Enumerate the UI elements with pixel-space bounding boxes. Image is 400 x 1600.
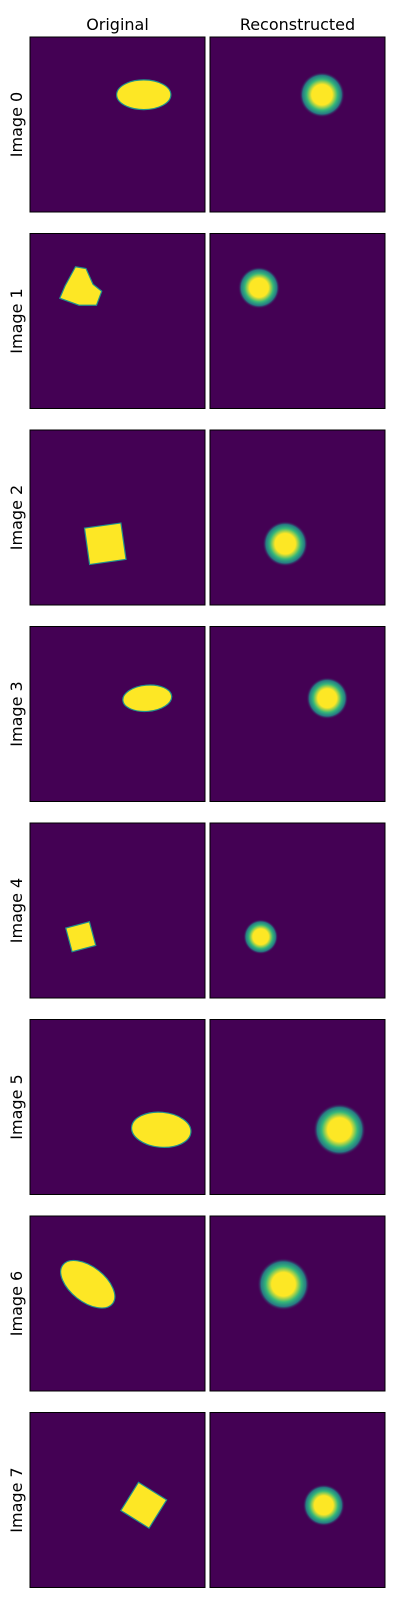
reconstructed-panel bbox=[209, 429, 386, 606]
reconstructed-panel bbox=[209, 233, 386, 409]
row-label: Image 6 bbox=[7, 1271, 26, 1336]
original-shape-ellipse bbox=[116, 79, 172, 111]
original-panel bbox=[29, 1412, 206, 1588]
reconstructed-blob bbox=[257, 1258, 310, 1311]
panel-row: Image 5 bbox=[7, 1019, 386, 1195]
row-label: Image 5 bbox=[7, 1074, 26, 1139]
reconstructed-blob bbox=[243, 919, 279, 955]
reconstructed-blob bbox=[306, 677, 349, 720]
original-panel bbox=[29, 1019, 206, 1195]
reconstructed-panel bbox=[209, 36, 386, 213]
original-shape-polygon bbox=[58, 266, 103, 306]
reconstructed-blob bbox=[302, 1484, 345, 1527]
reconstructed-blob bbox=[238, 266, 280, 309]
original-shape-ellipse bbox=[60, 1259, 116, 1309]
reconstructed-panel bbox=[209, 822, 386, 999]
reconstructed-blob bbox=[313, 1103, 366, 1156]
row-label: Image 7 bbox=[7, 1467, 26, 1532]
panel-row: Image 0 bbox=[7, 36, 386, 213]
original-shape-ellipse bbox=[130, 1111, 192, 1148]
reconstructed-panel bbox=[209, 626, 386, 802]
row-label: Image 3 bbox=[7, 681, 26, 746]
row-label: Image 0 bbox=[7, 92, 26, 157]
reconstructed-blob bbox=[262, 521, 308, 567]
reconstructed-panel bbox=[209, 1019, 386, 1195]
original-panel bbox=[29, 429, 206, 606]
original-shape-square bbox=[83, 522, 127, 566]
panel-row: Image 4 bbox=[7, 822, 386, 999]
panel-row: Image 7 bbox=[7, 1412, 386, 1588]
original-shape-ellipse bbox=[122, 684, 173, 713]
reconstructed-panel bbox=[209, 1412, 386, 1588]
panel-row: Image 2 bbox=[7, 429, 386, 606]
column-title-reconstructed: Reconstructed bbox=[240, 15, 355, 34]
reconstructed-blob bbox=[299, 72, 345, 118]
original-panel bbox=[29, 1215, 206, 1392]
original-panel bbox=[29, 36, 206, 213]
panel-row: Image 3 bbox=[7, 626, 386, 802]
original-shape-square bbox=[120, 1481, 168, 1529]
panel-row: Image 6 bbox=[7, 1215, 386, 1392]
original-shape-square bbox=[65, 921, 97, 953]
original-panel bbox=[29, 233, 206, 409]
original-panel bbox=[29, 626, 206, 802]
row-label: Image 2 bbox=[7, 485, 26, 550]
original-panel bbox=[29, 822, 206, 999]
panel-row: Image 1 bbox=[7, 233, 386, 409]
row-label: Image 1 bbox=[7, 288, 26, 353]
column-title-original: Original bbox=[86, 15, 149, 34]
row-label: Image 4 bbox=[7, 878, 26, 943]
